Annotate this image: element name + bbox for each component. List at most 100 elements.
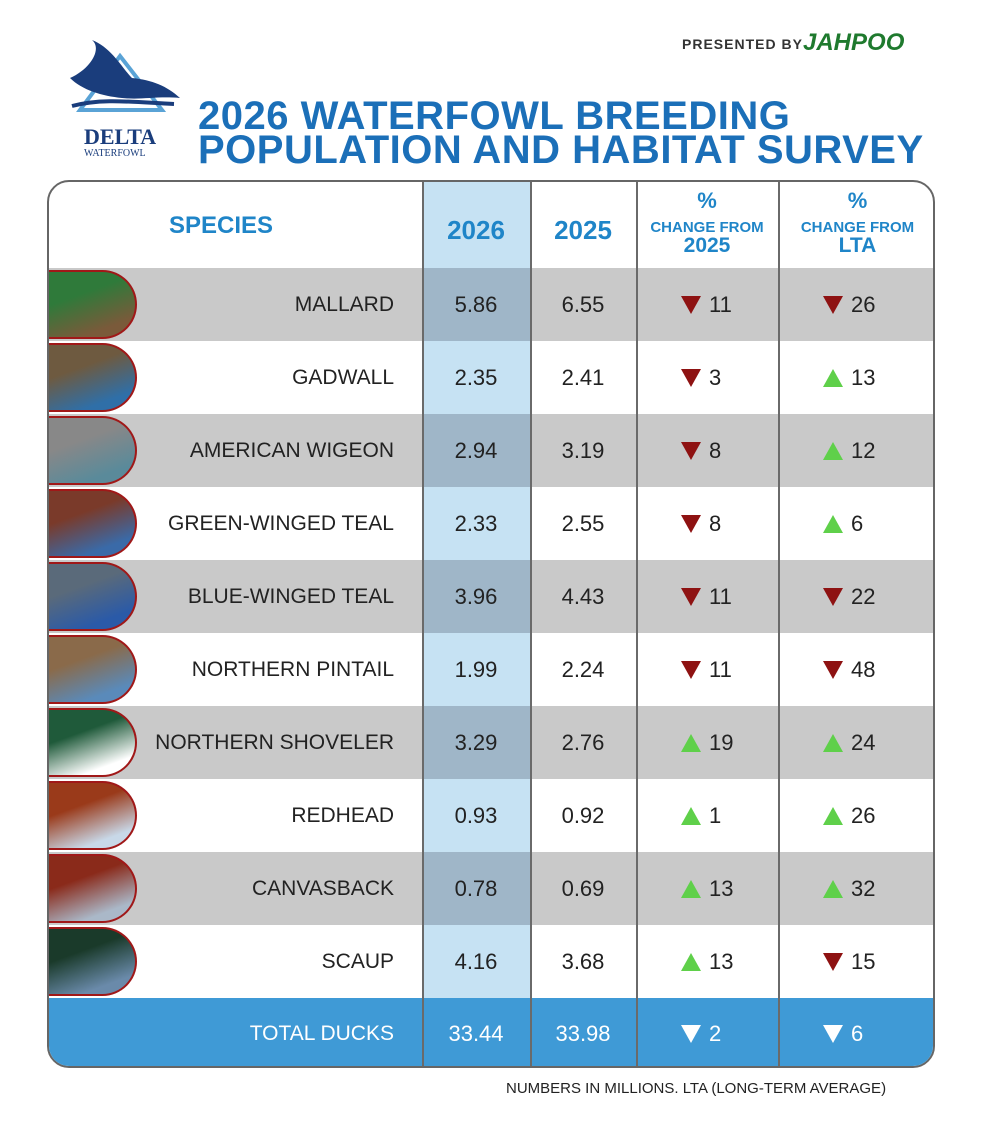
change-value: 6 (851, 1021, 864, 1046)
column-divider (636, 182, 638, 1066)
value-cell: 4.16 (454, 948, 498, 974)
change-arrow (823, 295, 843, 314)
highlight-cell (422, 706, 530, 779)
change-value: 26 (851, 802, 876, 828)
column-header: SPECIES (169, 212, 274, 239)
change-value: 13 (709, 948, 734, 974)
value-cell: 0.93 (454, 802, 498, 828)
change-cell: 1 (681, 779, 721, 852)
change-arrow (681, 1025, 701, 1043)
column-header: CHANGE FROM (650, 219, 764, 236)
species-photo (49, 416, 137, 485)
species-name: GADWALL (292, 365, 394, 389)
value-cell: 33.98 (555, 1021, 611, 1046)
change-arrow (823, 660, 843, 679)
change-cell: 11 (681, 560, 732, 633)
change-arrow (681, 368, 701, 387)
value-cell: 2.94 (454, 437, 498, 463)
title: POPULATION AND HABITAT SURVEY (198, 128, 924, 172)
value-cell: 6.55 (561, 291, 605, 317)
value-cell: 2.41 (561, 364, 605, 390)
highlight-cell (422, 925, 530, 998)
change-cell: 26 (823, 779, 875, 852)
title: 2026 WATERFOWL BREEDING (198, 94, 791, 138)
species-name: BLUE-WINGED TEAL (187, 584, 394, 608)
species-name: NORTHERN PINTAIL (191, 657, 394, 681)
change-arrow (681, 295, 701, 314)
change-value: 2 (709, 1021, 722, 1046)
change-cell: 13 (681, 925, 733, 998)
highlight-cell (422, 852, 530, 925)
change-value: 22 (851, 583, 876, 609)
change-cell: 19 (681, 706, 733, 779)
value-cell: 3.68 (561, 948, 605, 974)
species-name: GREEN-WINGED TEAL (168, 511, 394, 535)
species-photo (49, 270, 137, 339)
highlight-cell (422, 341, 530, 414)
change-cell: 26 (823, 268, 875, 341)
change-value: 8 (709, 437, 722, 463)
value-cell: 2.33 (454, 510, 498, 536)
change-arrow (681, 514, 701, 533)
change-arrow (681, 879, 701, 898)
logo-text: DELTA (84, 124, 157, 149)
change-value: 48 (851, 656, 876, 682)
change-arrow (823, 806, 843, 825)
column-header-symbol: % (697, 188, 717, 213)
survey-table: SPECIES 2026 2025% CHANGE FROM 2025% CHANGE F… (47, 180, 935, 1068)
change-cell: 13 (823, 341, 875, 414)
change-cell: 6 (823, 998, 864, 1066)
change-value: 11 (709, 656, 732, 682)
column-header-sub: LTA (838, 234, 877, 257)
column-header: 2026 (447, 215, 505, 245)
column-header: CHANGE FROM (800, 219, 915, 236)
change-value: 19 (709, 729, 734, 755)
change-arrow (823, 514, 843, 533)
change-value: 11 (709, 291, 732, 317)
change-value: 6 (851, 510, 864, 536)
highlight-cell (422, 633, 530, 706)
value-cell: 0.92 (561, 802, 605, 828)
change-arrow (823, 587, 843, 606)
value-cell: 2.35 (454, 364, 498, 390)
column-divider (778, 182, 780, 1066)
change-arrow (681, 806, 701, 825)
change-cell: 8 (681, 487, 721, 560)
change-cell: 12 (823, 414, 875, 487)
species-photo (49, 781, 137, 850)
species-name: NORTHERN SHOVELER (155, 730, 394, 754)
change-cell: 11 (681, 268, 732, 341)
change-value: 1 (709, 802, 722, 828)
species-name: SCAUP (321, 949, 394, 973)
highlight-header (422, 182, 530, 268)
change-cell: 6 (823, 487, 863, 560)
species-name: MALLARD (294, 292, 394, 316)
change-arrow (823, 368, 843, 387)
species-photo (49, 854, 137, 923)
change-cell: 8 (681, 414, 721, 487)
logo-subtext: WATERFOWL (84, 148, 146, 159)
total-band (49, 998, 933, 1066)
column-divider (530, 182, 532, 1066)
change-cell: 11 (681, 633, 732, 706)
change-arrow (681, 733, 701, 752)
highlight-cell (422, 487, 530, 560)
value-cell: 0.78 (454, 875, 498, 901)
species-photo (49, 489, 137, 558)
species-name: CANVASBACK (252, 876, 394, 900)
species-name: REDHEAD (291, 803, 394, 827)
change-value: 24 (851, 729, 876, 755)
change-value: 15 (851, 948, 876, 974)
change-arrow (823, 952, 843, 971)
value-cell: 0.69 (561, 875, 605, 901)
change-value: 12 (851, 437, 876, 463)
highlight-cell (422, 414, 530, 487)
value-cell: 2.24 (561, 656, 605, 682)
value-cell: 3.96 (454, 583, 498, 609)
value-cell: 1.99 (454, 656, 498, 682)
highlight-cell (422, 268, 530, 341)
species-photo (49, 562, 137, 631)
presented-by: PRESENTED BY (682, 36, 803, 52)
change-arrow (681, 952, 701, 971)
